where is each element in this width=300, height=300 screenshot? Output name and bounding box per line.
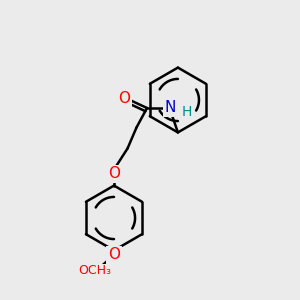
Text: O: O [108, 167, 120, 182]
Text: O: O [108, 248, 120, 262]
Text: N: N [165, 100, 176, 116]
Text: H: H [182, 105, 192, 119]
Text: O: O [118, 91, 130, 106]
Text: OCH₃: OCH₃ [78, 264, 111, 277]
